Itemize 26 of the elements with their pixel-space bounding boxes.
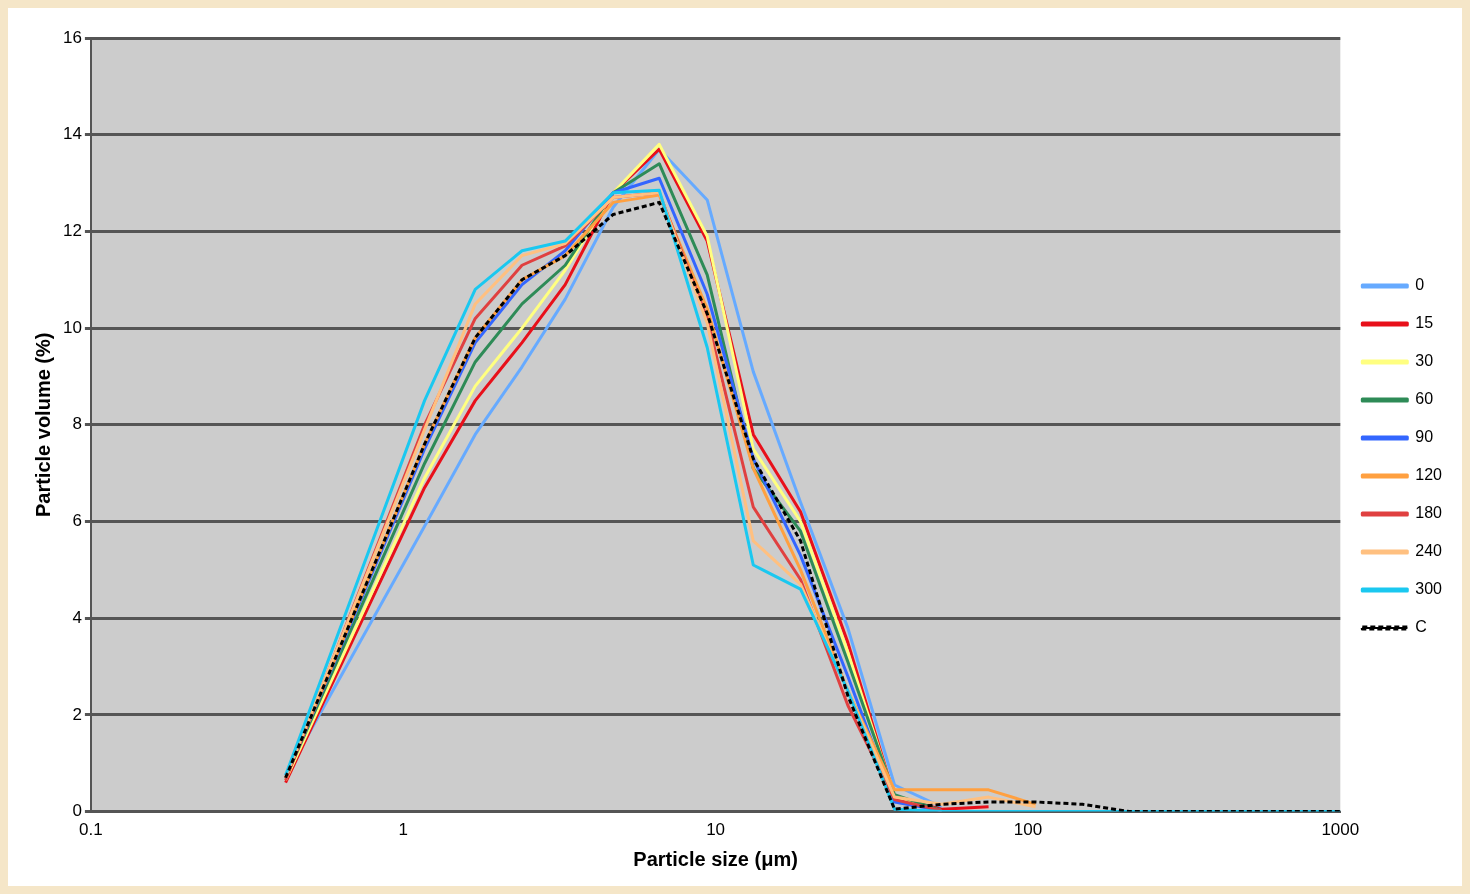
y-tick-label: 8 [72, 414, 82, 434]
legend-label: 30 [1415, 352, 1434, 370]
y-tick-label: 2 [72, 704, 82, 724]
legend-label: 15 [1415, 314, 1434, 332]
x-tick-label: 100 [1013, 820, 1043, 840]
y-tick-label: 10 [62, 317, 82, 337]
legend-label: C [1415, 618, 1427, 636]
legend-label: 60 [1415, 390, 1434, 408]
x-tick-label: 1 [398, 820, 408, 840]
y-axis-title: Particle volume (%) [31, 332, 54, 518]
y-tick-label: 6 [72, 511, 82, 531]
legend-label: 300 [1415, 580, 1443, 598]
legend-label: 90 [1415, 428, 1434, 446]
legend-label: 240 [1415, 542, 1443, 560]
y-tick-label: 12 [62, 221, 82, 241]
x-tick-label: 0.1 [79, 820, 103, 840]
x-tick-label: 10 [706, 820, 726, 840]
legend-label: 180 [1415, 504, 1443, 522]
y-tick-label: 16 [62, 27, 82, 47]
legend-label: 120 [1415, 466, 1443, 484]
y-tick-label: 14 [62, 124, 82, 144]
legend-label: 0 [1415, 276, 1425, 294]
x-axis-title: Particle size (μm) [633, 847, 798, 870]
y-tick-label: 0 [72, 801, 82, 821]
x-tick-label: 1000 [1321, 820, 1360, 840]
y-tick-label: 4 [72, 607, 82, 627]
